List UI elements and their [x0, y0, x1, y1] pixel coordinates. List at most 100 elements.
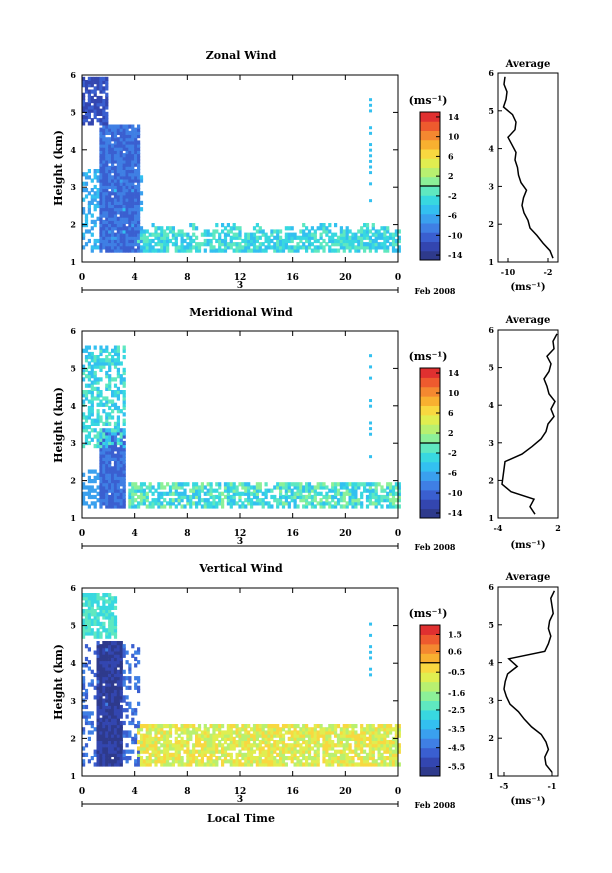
heatmap-cell	[134, 498, 138, 503]
heatmap-cell	[328, 724, 332, 729]
heatmap-cell	[116, 756, 120, 761]
heatmap-cell	[203, 232, 207, 237]
heatmap-cell	[96, 708, 100, 713]
heatmap-cell	[82, 746, 86, 751]
heatmap-cell	[374, 498, 378, 503]
heatmap-cell	[99, 111, 103, 116]
heatmap-cell	[299, 482, 303, 487]
heatmap-cell	[96, 644, 100, 649]
heatmap-cell	[128, 165, 132, 170]
heatmap-cell	[119, 752, 123, 757]
heatmap-cell	[137, 685, 141, 690]
heatmap-cell	[134, 682, 138, 687]
heatmap-cell	[102, 704, 106, 710]
heatmap-cell	[116, 409, 120, 414]
heatmap-cell	[177, 248, 181, 253]
heatmap-cell	[238, 226, 242, 231]
heatmap-cell	[125, 181, 129, 186]
heatmap-cell	[137, 213, 141, 218]
heatmap-cell	[99, 200, 103, 205]
heatmap-cell	[186, 235, 190, 240]
heatmap-cell	[316, 248, 320, 253]
heatmap-cell	[96, 245, 100, 250]
heatmap-cell	[84, 631, 89, 636]
heatmap-cell	[174, 724, 178, 729]
heatmap-cell	[339, 485, 343, 490]
heatmap-cell	[229, 762, 233, 767]
heatmap-cell	[116, 459, 120, 465]
heatmap-cell	[331, 724, 335, 729]
heatmap-cell	[235, 232, 239, 237]
heatmap-cell	[163, 746, 167, 751]
heatmap-cell	[99, 733, 103, 738]
heatmap-cell	[394, 730, 398, 735]
heatmap-cell	[174, 238, 178, 244]
heatmap-cell	[137, 197, 141, 202]
heatmap-cell	[351, 488, 355, 493]
heatmap-cell	[134, 175, 138, 180]
heatmap-cell	[345, 743, 349, 748]
heatmap-cell	[111, 162, 115, 167]
heatmap-cell	[336, 733, 341, 738]
colorbar-tick-label: -0.5	[448, 667, 465, 677]
heatmap-cell	[105, 207, 109, 212]
heatmap-cell	[336, 498, 341, 503]
heatmap-cell	[189, 749, 193, 754]
heatmap-cell	[111, 656, 115, 662]
heatmap-cell	[108, 682, 112, 687]
heatmap-cell	[113, 245, 118, 250]
heatmap-cell	[116, 172, 120, 177]
heatmap-cell	[244, 504, 248, 509]
heatmap-cell	[99, 453, 103, 458]
heatmap-cell	[105, 383, 109, 388]
heatmap-cell	[299, 235, 303, 240]
heatmap-cell	[328, 727, 332, 732]
heatmap-cell	[342, 491, 346, 496]
heatmap-cell	[137, 191, 141, 196]
heatmap-cell	[108, 482, 112, 487]
heatmap-cell	[105, 200, 109, 205]
heatmap-cell	[139, 232, 144, 237]
heatmap-cell	[137, 238, 141, 244]
heatmap-cell	[203, 501, 207, 506]
heatmap-cell	[99, 130, 103, 135]
heatmap-cell	[241, 724, 245, 729]
heatmap-cell	[108, 736, 112, 741]
heatmap-cell	[128, 666, 132, 671]
heatmap-cell	[105, 140, 109, 145]
heatmap-cell	[369, 131, 373, 135]
heatmap-cell	[383, 733, 387, 738]
heatmap-cell	[380, 226, 384, 231]
heatmap-cell	[137, 229, 141, 234]
heatmap-cell	[369, 673, 373, 677]
heatmap-cell	[111, 714, 115, 719]
heatmap-cell	[183, 491, 187, 496]
heatmap-cell	[354, 245, 358, 250]
heatmap-cell	[82, 390, 86, 395]
heatmap-cell	[111, 175, 115, 180]
heatmap-cell	[93, 377, 97, 382]
heatmap-cell	[102, 498, 106, 503]
heatmap-cell	[119, 184, 123, 190]
heatmap-cell	[139, 756, 144, 761]
heatmap-cell	[105, 440, 109, 446]
heatmap-cell	[357, 485, 361, 490]
heatmap-cell	[247, 740, 251, 745]
heatmap-cell	[281, 749, 286, 754]
heatmap-cell	[87, 593, 91, 598]
heatmap-cell	[116, 156, 120, 161]
heatmap-cell	[168, 756, 173, 761]
heatmap-cell	[87, 618, 91, 623]
heatmap-cell	[87, 666, 91, 671]
heatmap-cell	[339, 229, 343, 234]
heatmap-cell	[244, 759, 248, 764]
heatmap-cell	[111, 210, 115, 215]
heatmap-cell	[360, 762, 364, 767]
heatmap-cell	[287, 730, 291, 735]
heatmap-cell	[125, 137, 129, 142]
heatmap-cell	[290, 733, 294, 738]
heatmap-cell	[93, 421, 97, 426]
heatmap-cell	[108, 440, 112, 446]
heatmap-cell	[113, 692, 118, 697]
